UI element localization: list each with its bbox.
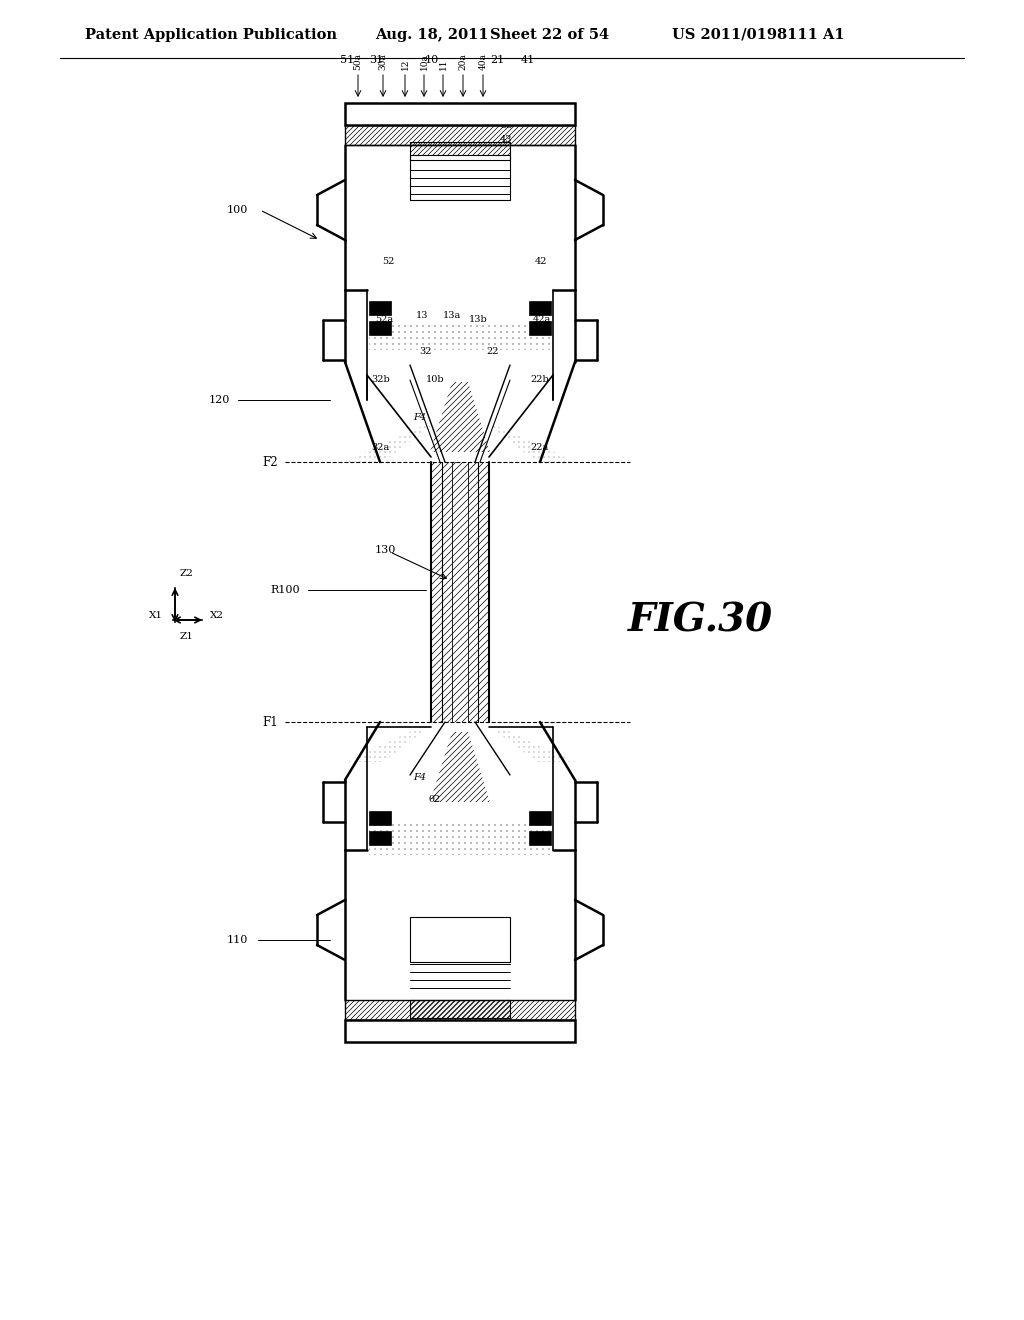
Bar — [345, 125, 575, 145]
Bar — [369, 321, 391, 335]
Text: F4: F4 — [414, 412, 427, 421]
Text: 120: 120 — [209, 395, 230, 405]
Text: 110: 110 — [226, 935, 248, 945]
Text: 130: 130 — [375, 545, 396, 554]
Text: 10b: 10b — [426, 375, 444, 384]
Text: 43: 43 — [500, 136, 512, 144]
Text: 41: 41 — [521, 55, 536, 65]
Text: 22b: 22b — [530, 375, 549, 384]
Text: 22: 22 — [486, 347, 499, 356]
Text: Z2: Z2 — [180, 569, 194, 578]
Text: F4: F4 — [414, 772, 427, 781]
Text: 21: 21 — [489, 55, 504, 65]
Text: 31: 31 — [369, 55, 383, 65]
Text: 12: 12 — [400, 58, 410, 70]
Text: 51: 51 — [340, 55, 354, 65]
Text: 100: 100 — [226, 205, 248, 215]
Text: 10a: 10a — [420, 53, 428, 70]
Text: 42: 42 — [535, 257, 548, 267]
Text: 32: 32 — [420, 347, 432, 356]
Bar — [529, 832, 551, 845]
Text: Sheet 22 of 54: Sheet 22 of 54 — [490, 28, 609, 42]
Text: 52a: 52a — [375, 315, 393, 325]
Bar — [410, 154, 510, 201]
Text: Patent Application Publication: Patent Application Publication — [85, 28, 337, 42]
Text: 13a: 13a — [442, 310, 461, 319]
Text: X1: X1 — [150, 610, 163, 619]
Text: 30a: 30a — [379, 53, 387, 70]
Text: Z1: Z1 — [180, 632, 194, 642]
Bar — [410, 143, 510, 160]
Text: F2: F2 — [262, 455, 278, 469]
Text: 13b: 13b — [469, 315, 487, 325]
Bar — [345, 1001, 575, 1020]
Text: F1: F1 — [262, 715, 278, 729]
Bar — [345, 103, 575, 125]
Bar — [369, 832, 391, 845]
Bar — [410, 1001, 510, 1018]
Text: 20a: 20a — [459, 53, 468, 70]
Text: Aug. 18, 2011: Aug. 18, 2011 — [375, 28, 488, 42]
Bar — [529, 810, 551, 825]
Bar — [410, 917, 510, 962]
Bar — [345, 1020, 575, 1041]
Text: 32a: 32a — [372, 442, 390, 451]
Text: 52: 52 — [383, 257, 395, 267]
Text: 11: 11 — [438, 58, 447, 70]
Bar — [369, 810, 391, 825]
Text: R100: R100 — [270, 585, 300, 595]
Text: 13: 13 — [416, 310, 428, 319]
Text: 42a: 42a — [534, 315, 551, 325]
Text: 40a: 40a — [478, 53, 487, 70]
Bar — [529, 321, 551, 335]
Text: X2: X2 — [210, 610, 224, 619]
Text: 10: 10 — [425, 55, 439, 65]
Text: FIG.30: FIG.30 — [628, 601, 772, 639]
Bar — [369, 301, 391, 315]
Text: 22a: 22a — [530, 442, 548, 451]
Bar — [529, 301, 551, 315]
Text: 53: 53 — [500, 120, 512, 129]
Text: θ2: θ2 — [429, 796, 441, 804]
Text: 32b: 32b — [372, 375, 390, 384]
Text: US 2011/0198111 A1: US 2011/0198111 A1 — [672, 28, 845, 42]
Text: 50a: 50a — [353, 53, 362, 70]
